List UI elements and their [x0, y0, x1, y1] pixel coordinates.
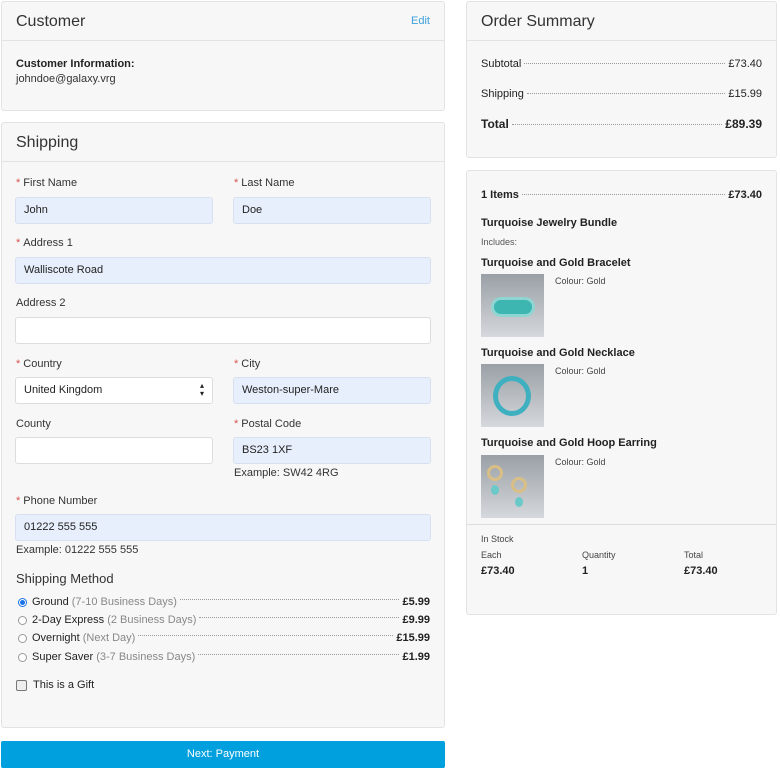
- customer-header: Customer Edit: [2, 2, 444, 41]
- city-input[interactable]: Weston-super-Mare: [233, 377, 431, 404]
- shipping-option-super-saver[interactable]: Super Saver (3-7 Business Days) £1.99: [18, 649, 430, 665]
- line-total-label: Total: [684, 550, 704, 560]
- order-summary-card: Order Summary Subtotal £73.40 Shipping £15…: [466, 1, 777, 158]
- customer-card: Customer Edit Customer Information: john…: [1, 1, 445, 111]
- bundle-name: Turquoise Jewelry Bundle: [481, 217, 618, 229]
- shipping-option-overnight[interactable]: Overnight (Next Day) £15.99: [18, 630, 430, 646]
- next-payment-button[interactable]: Next: Payment: [1, 741, 445, 768]
- order-summary-title: Order Summary: [481, 13, 595, 30]
- line-total-value: £73.40: [684, 565, 718, 577]
- postal-label: * Postal Code: [234, 418, 302, 430]
- last-name-label: * Last Name: [234, 177, 295, 189]
- product-name: Turquoise and Gold Necklace: [481, 347, 635, 359]
- first-name-input[interactable]: John: [15, 197, 213, 224]
- bracelet-image: [481, 274, 544, 337]
- customer-info-label: Customer Information:: [16, 58, 135, 70]
- radio-button[interactable]: [18, 615, 27, 625]
- select-arrows-icon: ▴ ▾: [199, 381, 204, 398]
- phone-example: Example: 01222 555 555: [16, 544, 139, 556]
- product-colour: Colour: Gold: [555, 276, 606, 286]
- first-name-label: * First Name: [16, 177, 78, 189]
- radio-button[interactable]: [18, 652, 27, 662]
- gift-checkbox[interactable]: [16, 679, 27, 691]
- product-colour: Colour: Gold: [555, 457, 606, 467]
- each-price: £73.40: [481, 565, 515, 577]
- city-label: * City: [234, 358, 261, 370]
- shipping-header: Shipping: [2, 123, 444, 162]
- customer-email: johndoe@galaxy.vrg: [16, 73, 116, 85]
- county-input[interactable]: [15, 437, 213, 464]
- shipping-option-ground[interactable]: Ground (7-10 Business Days) £5.99: [18, 594, 430, 610]
- phone-input[interactable]: 01222 555 555: [15, 514, 431, 541]
- phone-label: * Phone Number: [16, 495, 98, 507]
- each-label: Each: [481, 550, 502, 560]
- county-label: County: [16, 418, 51, 430]
- product-colour: Colour: Gold: [555, 366, 606, 376]
- necklace-image: [481, 364, 544, 427]
- gift-label: This is a Gift: [33, 679, 95, 691]
- edit-customer-link[interactable]: Edit: [411, 15, 430, 27]
- quantity-value: 1: [582, 565, 589, 577]
- earring-image: [481, 455, 544, 518]
- quantity-label: Quantity: [582, 550, 616, 560]
- includes-label: Includes:: [481, 237, 518, 247]
- radio-button[interactable]: [18, 597, 27, 607]
- shipping-title: Shipping: [16, 134, 79, 151]
- shipping-row: Shipping £15.99: [481, 88, 762, 100]
- order-summary-header: Order Summary: [467, 2, 776, 41]
- country-select[interactable]: United Kingdom ▴ ▾: [15, 377, 213, 404]
- country-label: * Country: [16, 358, 62, 370]
- address2-input[interactable]: [15, 317, 431, 344]
- product-name: Turquoise and Gold Hoop Earring: [481, 437, 657, 449]
- address2-label: Address 2: [16, 297, 66, 309]
- cart-card: 1 Items £73.40 Turquoise Jewelry Bundle I…: [466, 170, 777, 615]
- country-value: United Kingdom: [24, 384, 103, 396]
- gift-checkbox-row[interactable]: This is a Gift: [16, 679, 94, 691]
- stock-status: In Stock: [481, 534, 514, 544]
- total-row: Total £89.39: [481, 117, 762, 131]
- postal-example: Example: SW42 4RG: [234, 467, 339, 479]
- product-name: Turquoise and Gold Bracelet: [481, 257, 631, 269]
- customer-title: Customer: [16, 13, 86, 30]
- address1-label: * Address 1: [16, 237, 73, 249]
- subtotal-row: Subtotal £73.40: [481, 58, 762, 70]
- items-row: 1 Items £73.40: [481, 189, 762, 201]
- address1-input[interactable]: Walliscote Road: [15, 257, 431, 284]
- shipping-option-express[interactable]: 2-Day Express (2 Business Days) £9.99: [18, 612, 430, 628]
- postal-input[interactable]: BS23 1XF: [233, 437, 431, 464]
- radio-button[interactable]: [18, 633, 27, 643]
- divider: [467, 524, 776, 525]
- last-name-input[interactable]: Doe: [233, 197, 431, 224]
- shipping-method-title: Shipping Method: [16, 571, 114, 586]
